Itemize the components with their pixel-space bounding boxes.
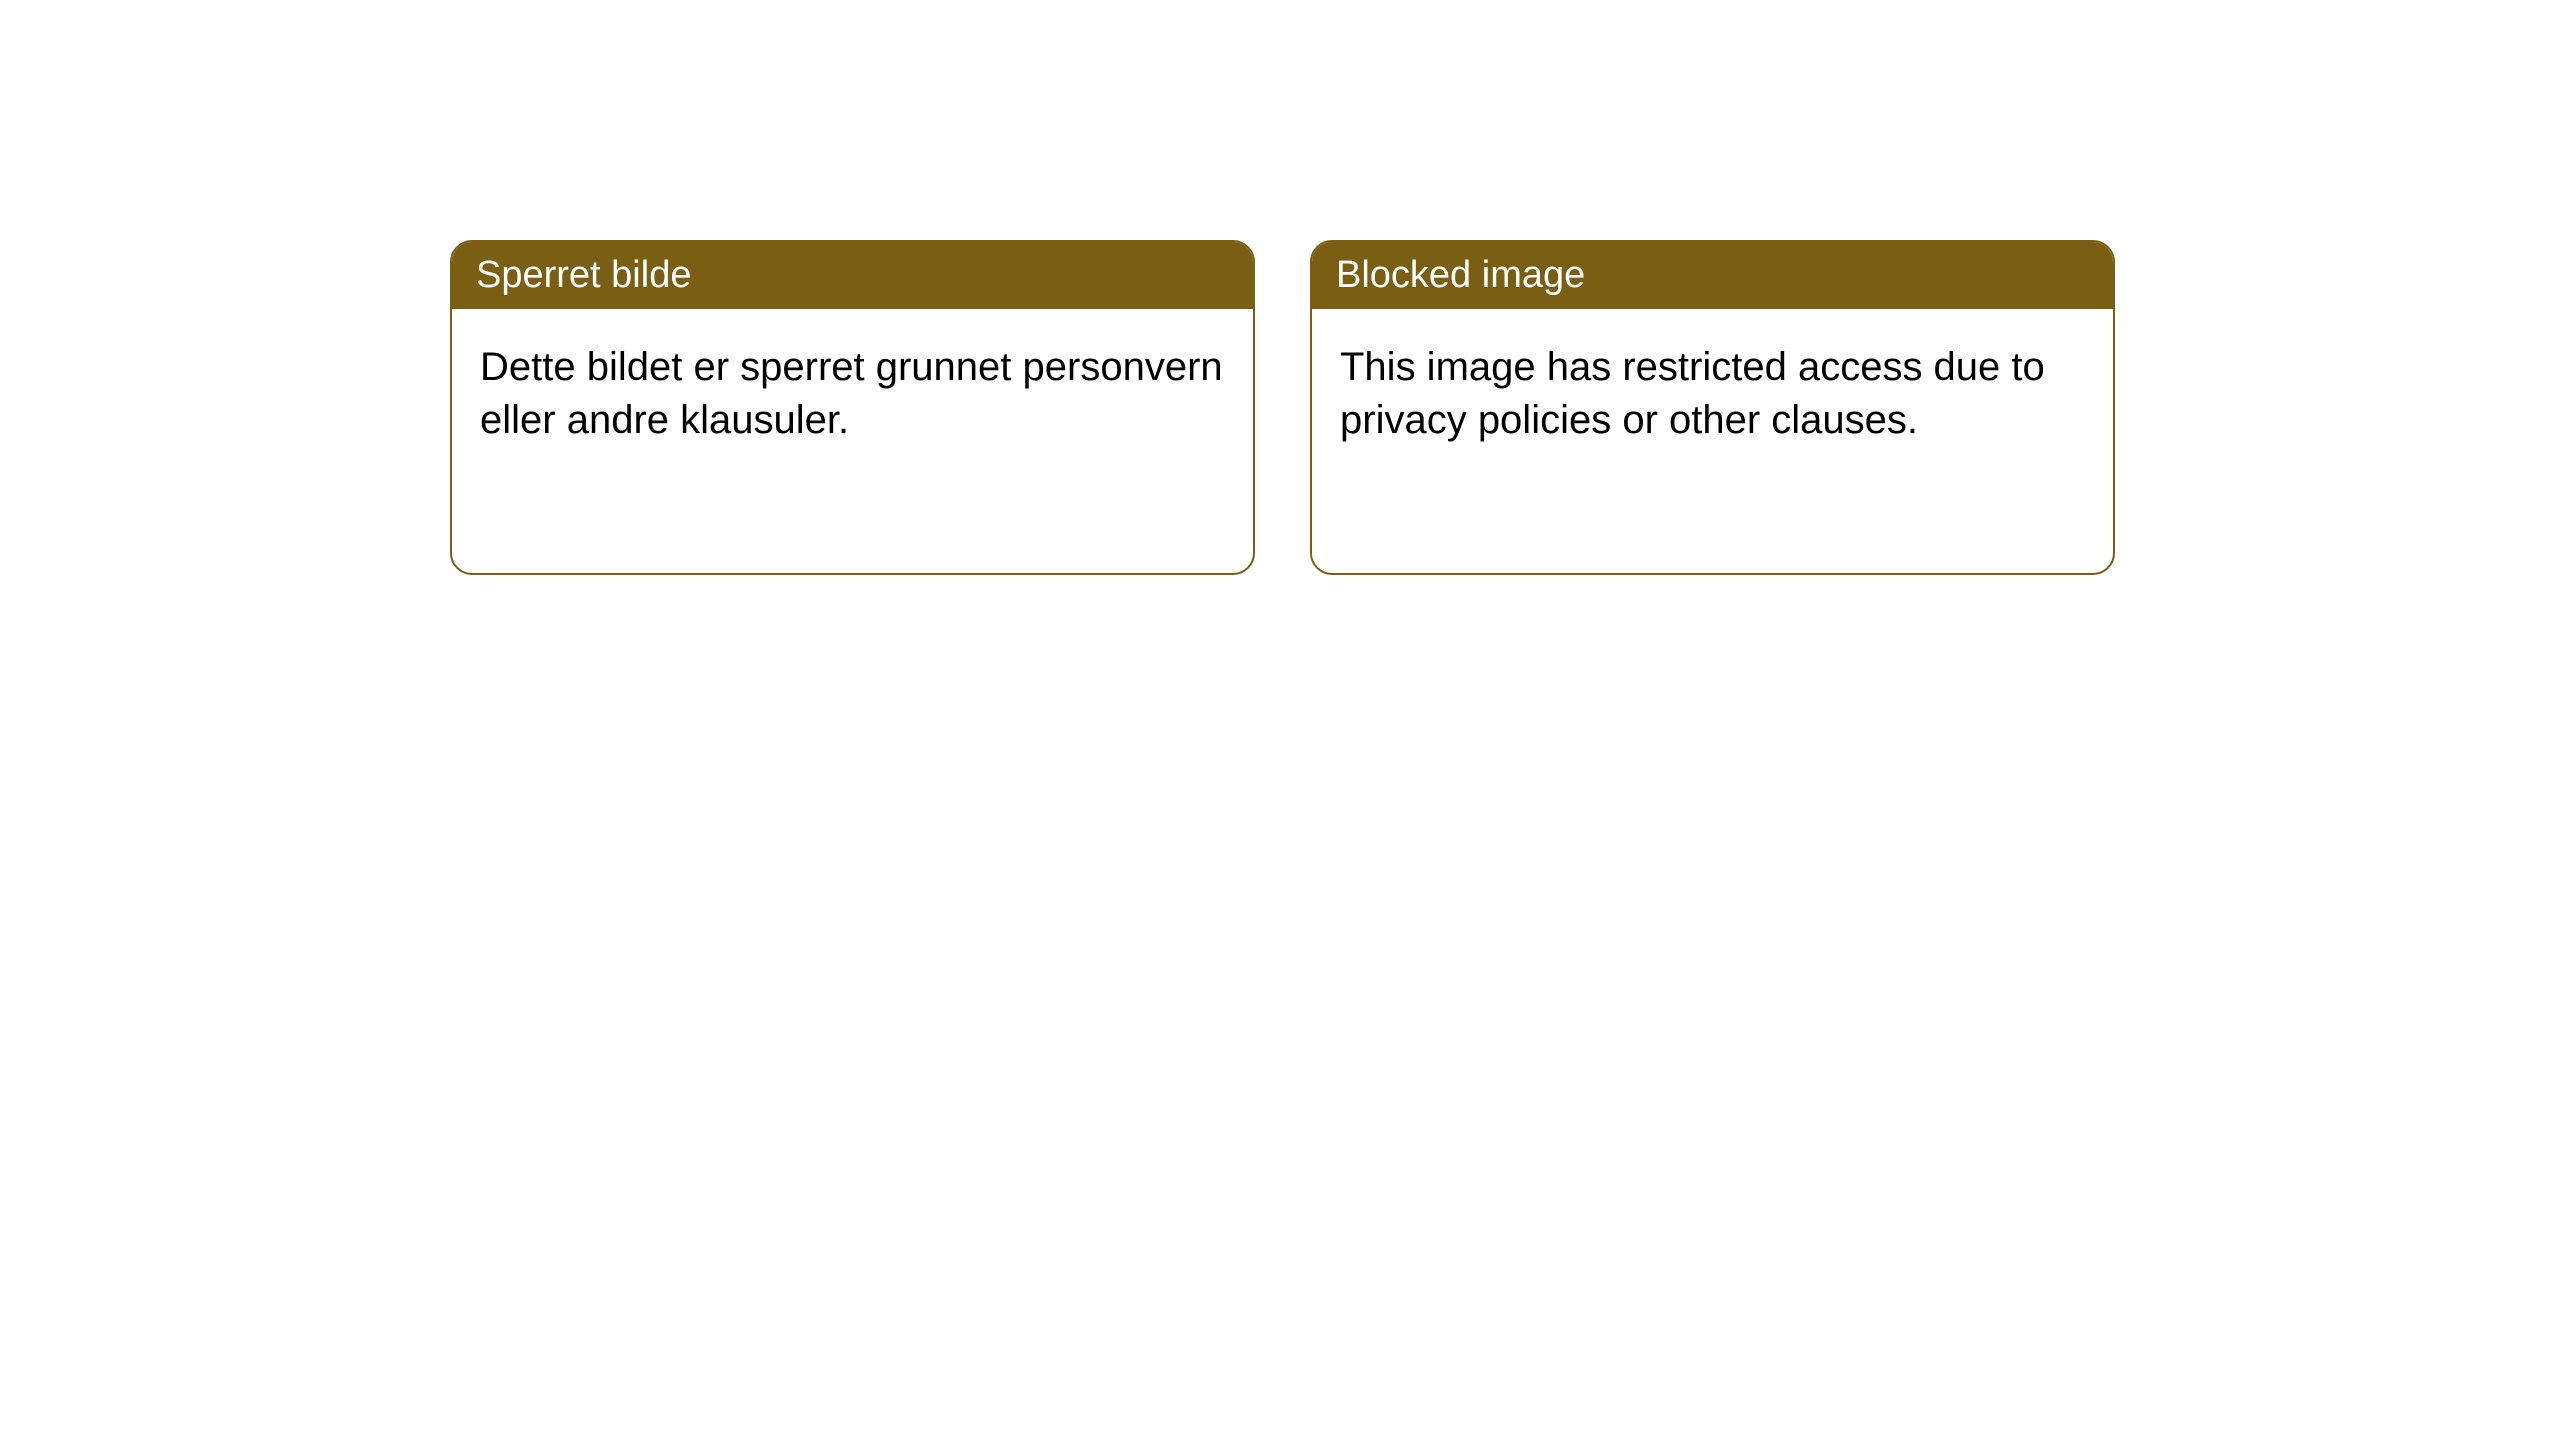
- notice-header-en: Blocked image: [1312, 242, 2113, 309]
- notice-title-en: Blocked image: [1336, 254, 1585, 296]
- notice-title-no: Sperret bilde: [476, 254, 691, 296]
- notice-text-no: Dette bildet er sperret grunnet personve…: [480, 345, 1223, 442]
- notice-text-en: This image has restricted access due to …: [1340, 345, 2045, 442]
- notice-body-en: This image has restricted access due to …: [1312, 309, 2113, 479]
- notice-container: Sperret bilde Dette bildet er sperret gr…: [450, 240, 2115, 575]
- notice-box-en: Blocked image This image has restricted …: [1310, 240, 2115, 575]
- notice-header-no: Sperret bilde: [452, 242, 1253, 309]
- notice-body-no: Dette bildet er sperret grunnet personve…: [452, 309, 1253, 479]
- notice-box-no: Sperret bilde Dette bildet er sperret gr…: [450, 240, 1255, 575]
